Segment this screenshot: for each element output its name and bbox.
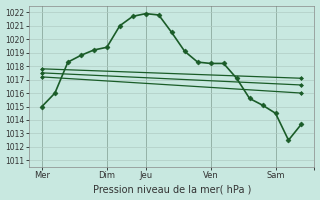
X-axis label: Pression niveau de la mer( hPa ): Pression niveau de la mer( hPa ) xyxy=(92,184,251,194)
